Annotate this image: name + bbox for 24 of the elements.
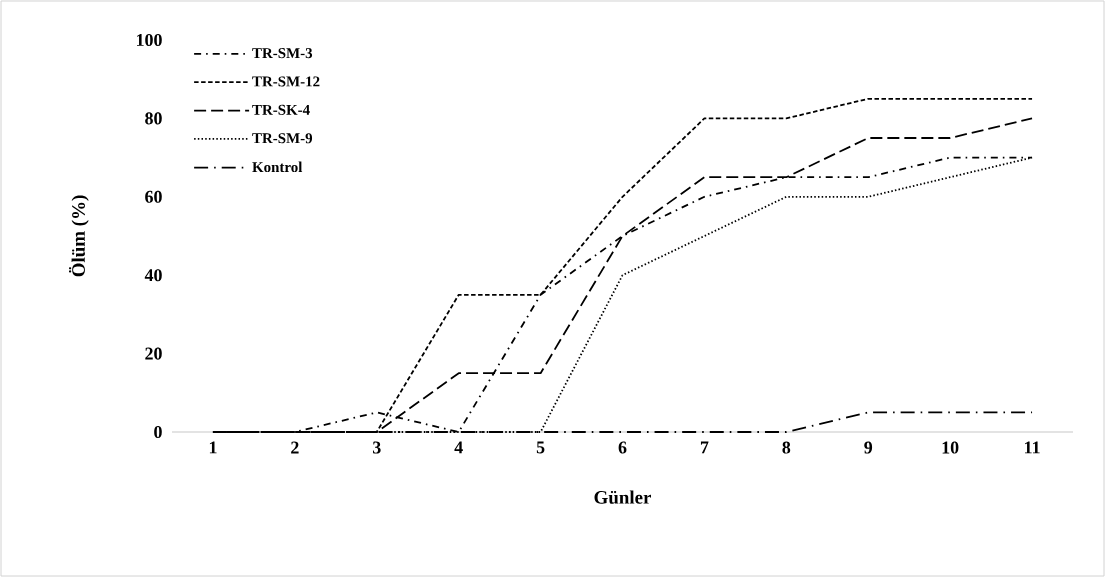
y-tick-label: 20	[145, 347, 162, 360]
x-tick-label: 9	[864, 441, 873, 454]
x-tick-label: 5	[536, 441, 545, 454]
y-tick-label: 60	[145, 190, 162, 203]
y-tick-label: 40	[144, 269, 162, 282]
y-tick-label: 80	[145, 112, 162, 125]
x-tick-label: 11	[1025, 441, 1040, 454]
legend-label: TR-SM-9	[252, 133, 313, 144]
y-axis-title: Ölüm (%)	[68, 195, 89, 277]
x-tick-label: 10	[942, 441, 959, 454]
x-tick-label: 1	[209, 441, 217, 454]
y-tick-label: 100	[137, 33, 162, 47]
x-tick-label: 4	[454, 441, 463, 454]
legend-label: TR-SM-12	[252, 76, 320, 87]
x-tick-label: 3	[372, 441, 381, 454]
x-tick-label: 8	[782, 441, 791, 454]
legend-label: TR-SM-3	[252, 48, 313, 59]
legend-label: TR-SK-4	[252, 104, 310, 115]
x-tick-label: 6	[618, 441, 627, 454]
x-tick-label: 7	[700, 441, 709, 454]
x-tick-label: 2	[291, 441, 299, 454]
y-tick-label: 0	[154, 425, 162, 439]
x-axis-title: Günler	[594, 490, 652, 504]
legend-label: Kontrol	[252, 161, 303, 173]
